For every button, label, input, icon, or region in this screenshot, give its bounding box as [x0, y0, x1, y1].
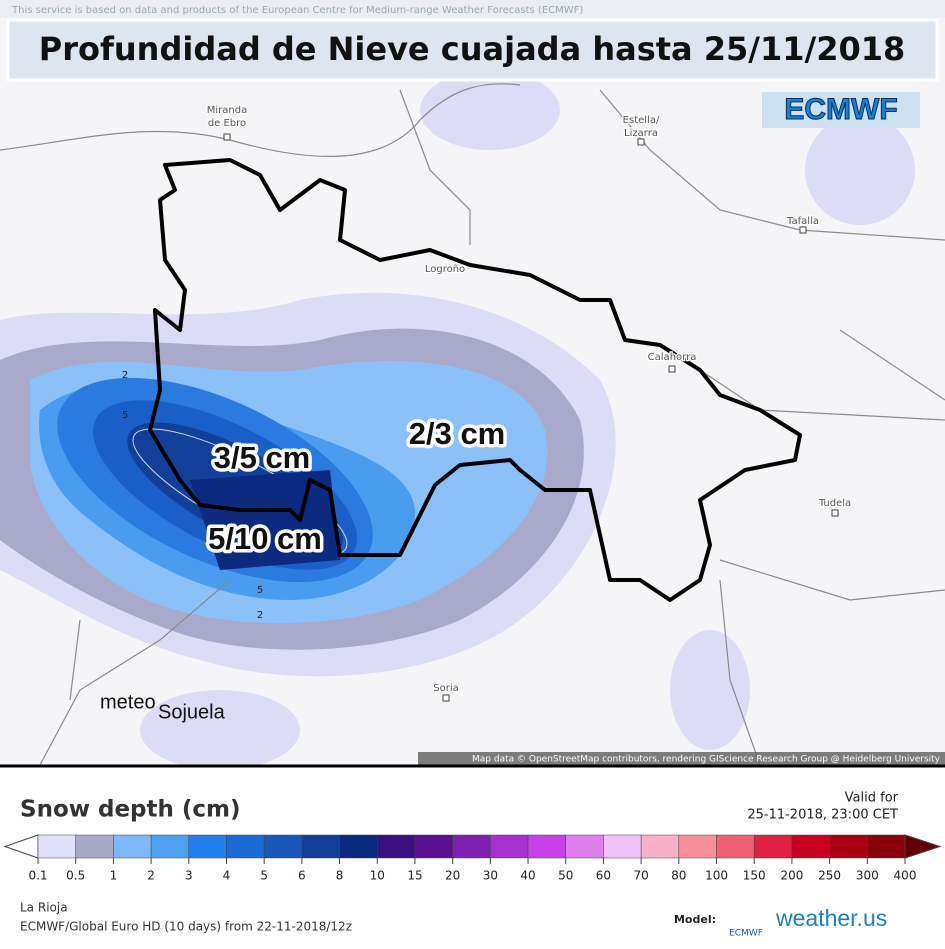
place-dot	[668, 365, 676, 373]
scale-label: 100	[705, 869, 728, 883]
annotation: 5/10 cm	[208, 521, 322, 556]
place-label: Estella/	[623, 115, 660, 126]
brand: ECMWF	[784, 93, 897, 126]
contour-label: 5	[257, 585, 263, 596]
place-label: Lizarra	[624, 128, 658, 139]
region-border	[148, 158, 802, 602]
scale-label: 70	[633, 869, 648, 883]
place-label: Miranda	[207, 105, 247, 116]
model-label: Model:	[674, 913, 716, 926]
scale-label: 50	[558, 869, 573, 883]
places: Miranda de Ebro Estella/Lizarra Tafalla Logr…	[206, 104, 852, 702]
scale-box	[565, 834, 604, 859]
watermark: Sojuela	[158, 701, 226, 723]
scale-arrow-high	[904, 834, 942, 859]
scale-label: 4	[223, 869, 231, 883]
scale-box	[829, 834, 868, 859]
scale-label: 300	[856, 869, 879, 883]
scale-box	[452, 834, 491, 859]
watermark: meteo	[100, 691, 156, 713]
scale-box	[678, 834, 717, 859]
scale-box	[339, 834, 378, 859]
annotations: 3/5 cm 2/3 cm 5/10 cm	[205, 413, 509, 560]
scale-box	[640, 834, 680, 859]
scale-box	[301, 834, 340, 859]
scale-label: 40	[520, 869, 535, 883]
run-info: ECMWF/Global Euro HD (10 days) from 22-1…	[20, 920, 352, 934]
scale-box	[527, 834, 566, 859]
map-lines	[0, 83, 945, 766]
contour-label: 5	[122, 410, 128, 421]
scale-label: 80	[671, 869, 686, 883]
scale-box	[113, 834, 152, 859]
scale-label: 400	[894, 869, 917, 883]
place-dot	[831, 509, 839, 517]
scale-box	[188, 834, 227, 859]
scale-box	[150, 834, 190, 859]
scale-box	[791, 834, 830, 859]
scale-box	[263, 834, 303, 859]
contour-label: 2	[122, 370, 128, 381]
scale-box	[414, 834, 453, 859]
scale-label: 6	[298, 869, 306, 883]
model-logo: ECMWF	[729, 929, 763, 939]
notice-bg	[0, 0, 945, 18]
annotation: 3/5 cm	[214, 440, 311, 475]
place-dot	[799, 226, 807, 234]
place-label: de Ebro	[208, 118, 246, 129]
scale-label: 60	[596, 869, 611, 883]
place-dot	[223, 133, 231, 141]
place-dot	[637, 138, 645, 146]
place-label: Tafalla	[786, 216, 819, 227]
scale-box	[753, 834, 793, 859]
place-label: Calahorra	[648, 352, 697, 363]
scale-label: 200	[780, 869, 803, 883]
title-box	[6, 18, 939, 82]
scale-label: 1	[110, 869, 118, 883]
scale-box	[716, 834, 755, 859]
scale-label: 15	[407, 869, 422, 883]
scale-label: 8	[336, 869, 344, 883]
color-scale: 0.1 0.5 1 2 3 4 5 6 8 10 15 20 30 40 50 60 70 80 100 150 200…	[3, 834, 942, 883]
contour-label: 2	[257, 610, 263, 621]
scale-label: 0.1	[28, 869, 47, 883]
valid-time: 25-11-2018, 23:00 CET	[747, 808, 898, 823]
region: La Rioja	[20, 901, 68, 915]
notice: This service is based on data and produc…	[11, 5, 583, 16]
contour-labels: 2 5 5 2	[122, 370, 263, 621]
brand-box	[762, 92, 920, 128]
scale-label: 10	[370, 869, 385, 883]
scale-label: 5	[260, 869, 268, 883]
attribution-bg	[418, 752, 945, 765]
scale-label: 3	[185, 869, 193, 883]
scale-box	[377, 834, 416, 859]
scale-label: 150	[743, 869, 766, 883]
scale-box	[75, 834, 114, 859]
place-label: Soria	[433, 683, 458, 694]
scale-box	[867, 834, 906, 859]
valid-label: Valid for	[845, 791, 899, 806]
scale-label: 250	[818, 869, 841, 883]
title: Profundidad de Nieve cuajada hasta 25/11…	[39, 30, 906, 68]
site-brand: weather.us	[775, 905, 887, 931]
scale-label: 2	[147, 869, 155, 883]
scale-box	[37, 834, 76, 859]
attribution: Map data © OpenStreetMap contributors, r…	[472, 755, 941, 765]
legend-title: Snow depth (cm)	[20, 797, 241, 823]
place-dot	[442, 694, 450, 702]
scale-box	[490, 834, 529, 859]
place-label: Tudela	[818, 498, 851, 509]
place-label: Logroño	[425, 264, 465, 275]
scale-label: 30	[483, 869, 498, 883]
annotation: 2/3 cm	[409, 416, 506, 451]
scale-label: 20	[445, 869, 460, 883]
scale-box	[226, 834, 265, 859]
scale-box	[603, 834, 642, 859]
scale-label: 0.5	[66, 869, 85, 883]
